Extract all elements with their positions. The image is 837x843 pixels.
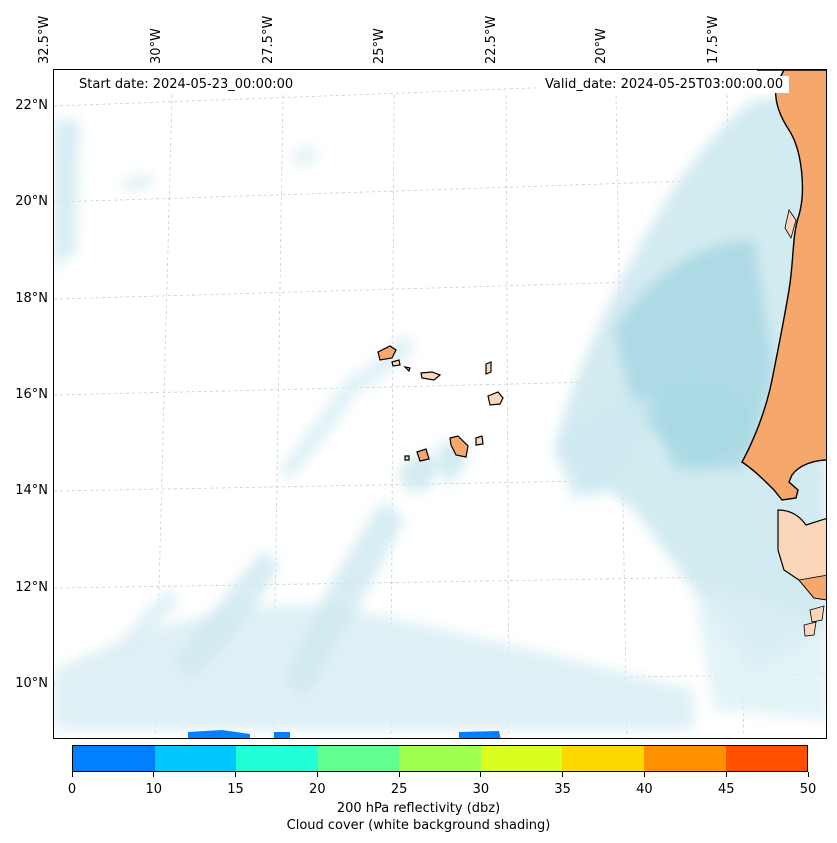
lon-label-25w: 25°W <box>372 28 387 64</box>
colorbar-tick-label: 50 <box>799 782 817 797</box>
colorbar-tickmark <box>316 772 318 777</box>
colorbar-segment <box>236 746 318 771</box>
colorbar-tickmark <box>398 772 400 777</box>
colorbar-segment <box>562 746 644 771</box>
colorbar-tick-label: 15 <box>227 782 244 797</box>
colorbar-tickmark <box>235 772 237 777</box>
lon-label-22-5w: 22.5°W <box>484 15 499 64</box>
lon-label-27-5w: 27.5°W <box>261 15 276 64</box>
colorbar-segment <box>643 746 726 771</box>
colorbar-tickmark <box>71 772 73 777</box>
cape-verde-islands <box>377 345 504 462</box>
start-date-label: Start date: 2024-05-23_00:00:00 <box>73 76 300 93</box>
lat-label-16n: 16°N <box>15 387 48 402</box>
lat-label-18n: 18°N <box>15 291 48 306</box>
colorbar-tick-label: 25 <box>390 782 408 797</box>
cloud-cover-shading <box>54 90 826 730</box>
colorbar-segment <box>480 746 563 771</box>
colorbar-tickmark <box>562 772 564 777</box>
colorbar-segment <box>725 746 808 771</box>
reflectivity-colorbar <box>72 745 808 772</box>
colorbar-tick-label: 35 <box>554 782 571 797</box>
colorbar-tickmark <box>480 772 482 777</box>
land-africa <box>741 70 826 637</box>
colorbar-tickmark <box>153 772 155 777</box>
lat-label-12n: 12°N <box>15 580 48 595</box>
colorbar-tickmark <box>725 772 727 777</box>
colorbar-segment <box>154 746 237 771</box>
colorbar-sublabel: Cloud cover (white background shading) <box>286 818 551 833</box>
colorbar-segment <box>73 746 155 771</box>
colorbar-tick-label: 0 <box>67 782 77 797</box>
colorbar-label: 200 hPa reflectivity (dbz) <box>336 801 501 816</box>
colorbar-segment <box>399 746 481 771</box>
map-canvas <box>54 70 826 738</box>
reflectivity-cells <box>188 730 501 738</box>
colorbar-segment <box>317 746 400 771</box>
lon-label-20w: 20°W <box>594 28 609 64</box>
valid-date-label: Valid_date: 2024-05-25T03:00:00.00 <box>539 76 790 93</box>
colorbar-tickmark <box>807 772 809 777</box>
colorbar-tick-label: 30 <box>472 782 490 797</box>
map-panel[interactable] <box>53 69 827 739</box>
lat-label-10n: 10°N <box>15 676 48 691</box>
colorbar-tickmark <box>643 772 645 777</box>
colorbar-tick-label: 20 <box>309 782 326 797</box>
lat-label-22n: 22°N <box>15 98 48 113</box>
lat-label-14n: 14°N <box>15 483 48 498</box>
colorbar-tick-label: 10 <box>145 782 163 797</box>
lon-label-17-5w: 17.5°W <box>706 15 721 64</box>
colorbar-tick-label: 45 <box>717 782 735 797</box>
lon-label-32-5w: 32.5°W <box>37 15 52 64</box>
colorbar-tick-label: 40 <box>636 782 653 797</box>
lat-label-20n: 20°N <box>15 194 48 209</box>
lon-label-30w: 30°W <box>149 28 164 64</box>
